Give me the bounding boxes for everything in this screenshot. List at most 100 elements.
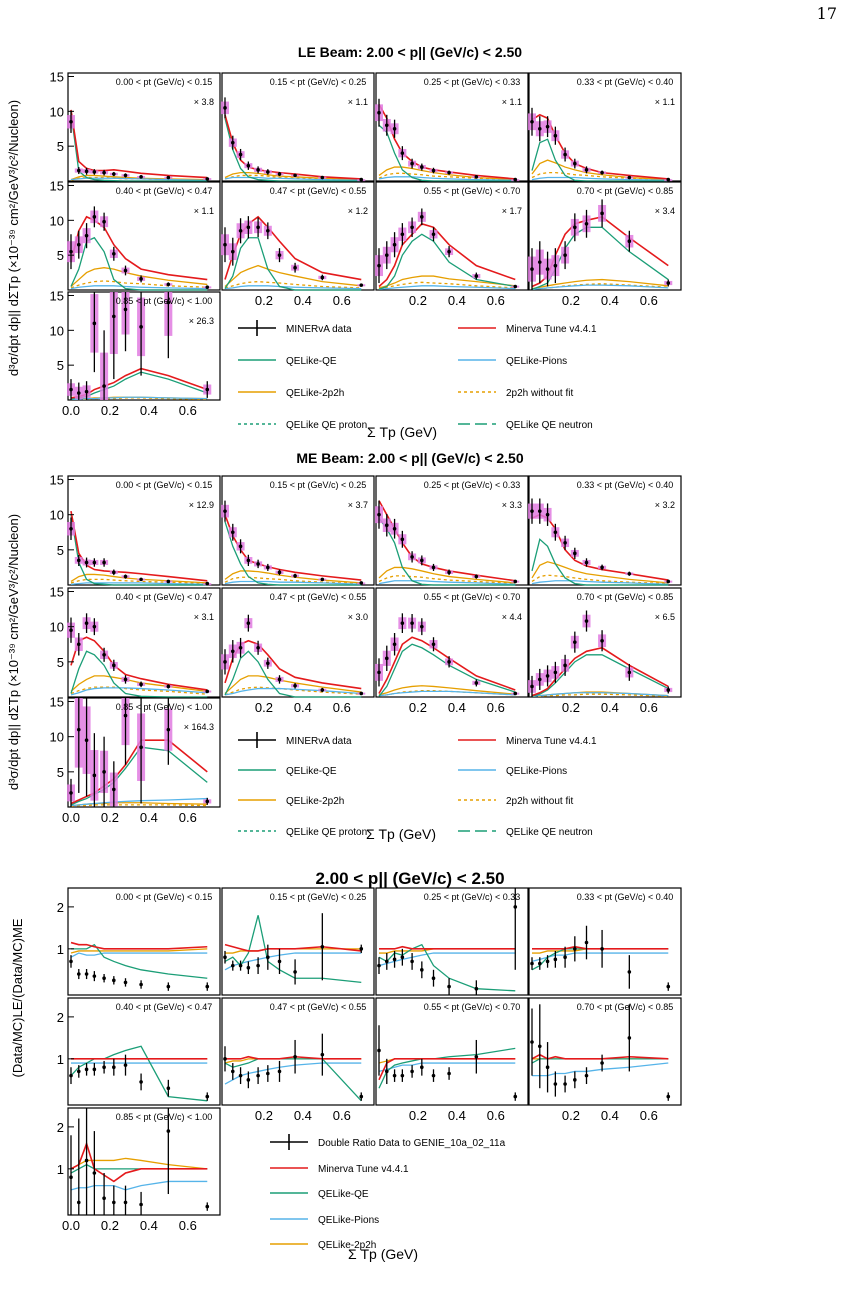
data-point [84,389,89,394]
data-point [112,314,116,319]
data-point [112,1065,116,1070]
data-point [139,1202,143,1207]
data-point [166,684,171,689]
data-point [76,642,81,647]
data-point [69,628,73,632]
data-point [166,175,171,180]
data-point [76,242,81,247]
data-point [537,961,542,966]
legend-label-qep: QELike QE proton [286,827,367,838]
data-point [410,225,414,230]
data-point [431,565,436,570]
x-tick-label: 0.6 [333,700,351,715]
series-tp2h [70,573,208,584]
x-tick-label: 0.2 [101,403,119,418]
series-tune [532,945,669,950]
panel-3: 0.25 < pt (GeV/c) < 0.33 × 3.3 [375,475,529,586]
data-point [230,1069,235,1074]
data-point [553,1082,558,1086]
panel-label: 0.55 < pt (GeV/c) < 0.70 [424,1002,521,1012]
panel-frame [375,887,529,996]
data-point [553,670,558,675]
panel-scale: × 4.4 [502,612,522,622]
data-point [573,551,577,556]
x-tick-label: 0.6 [179,810,197,825]
data-point [92,215,97,219]
series-tune [70,109,208,179]
series-qe [531,654,669,697]
data-point [513,579,518,584]
panel-frame [67,587,221,698]
data-point [420,558,424,563]
data-point [102,1196,106,1201]
series-qe [378,124,516,182]
data-point [123,1063,128,1067]
series-pions [224,687,362,696]
panel-scale: × 26.3 [189,316,214,326]
series-pions [70,687,208,696]
series-nofit [224,174,362,181]
x-tick-label: 0.2 [255,293,273,308]
data-point [563,1082,567,1086]
panel-label: 0.55 < pt (GeV/c) < 0.70 [424,592,521,602]
panel-label: 0.40 < pt (GeV/c) < 0.47 [116,592,213,602]
series-tp2h [531,159,669,181]
data-point [563,663,567,668]
panel-scale: × 3.0 [348,612,368,622]
data-point [139,175,143,179]
data-point [431,168,436,173]
data-point [69,526,73,531]
panel-1: 0.00 < pt (GeV/c) < 0.15 1 2 [57,887,221,996]
x-tick-label: 0.4 [294,700,312,715]
data-point [266,1071,270,1076]
x-tick-label: 0.4 [140,810,158,825]
panel-7: 0.55 < pt (GeV/c) < 0.70 [375,997,529,1106]
y-tick-label: 15 [50,473,64,488]
series-nofit [378,281,516,290]
data-point [320,577,325,582]
data-point [584,940,589,945]
panel-frame [221,587,375,698]
data-point [112,978,116,983]
panel-frame [67,181,221,291]
y-tick-label: 10 [50,508,64,523]
data-point [205,387,210,392]
data-point [513,1094,518,1099]
data-point [166,300,171,305]
data-point [474,1054,479,1059]
data-point [447,1071,451,1076]
data-point [76,972,81,976]
data-point [320,1052,325,1057]
data-point [246,1078,251,1082]
data-point [545,124,550,129]
data-point [377,263,381,268]
data-point [400,955,405,960]
chart-2: ME Beam: 2.00 < p|| (GeV/c) < 2.50 0.00 <… [6,450,682,842]
y-tick-label: 2 [57,1120,64,1135]
data-point [223,509,227,513]
data-point [293,1054,297,1059]
data-point [377,512,381,517]
series-tp2h [224,264,362,288]
data-point [92,170,97,174]
data-point [410,1069,414,1074]
data-point [384,123,389,128]
series-tune [70,739,208,805]
y-tick-label: 5 [57,248,64,263]
data-point [139,325,143,329]
y-tick-label: 10 [50,730,64,745]
data-point [573,640,577,644]
x-tick-label: 0.4 [294,1108,312,1123]
data-point [256,963,260,968]
panel-9: 0.85 < pt (GeV/c) < 1.00 × 164.3 5 10 15 [50,695,221,808]
series-nofit [224,576,362,585]
series-tp2h [378,685,516,696]
series-pions [378,690,516,697]
data-point [359,1094,364,1099]
series-pions [224,952,362,971]
data-point [513,905,518,909]
data-point [392,957,397,962]
data-point [166,1129,171,1133]
data-point [293,574,297,578]
